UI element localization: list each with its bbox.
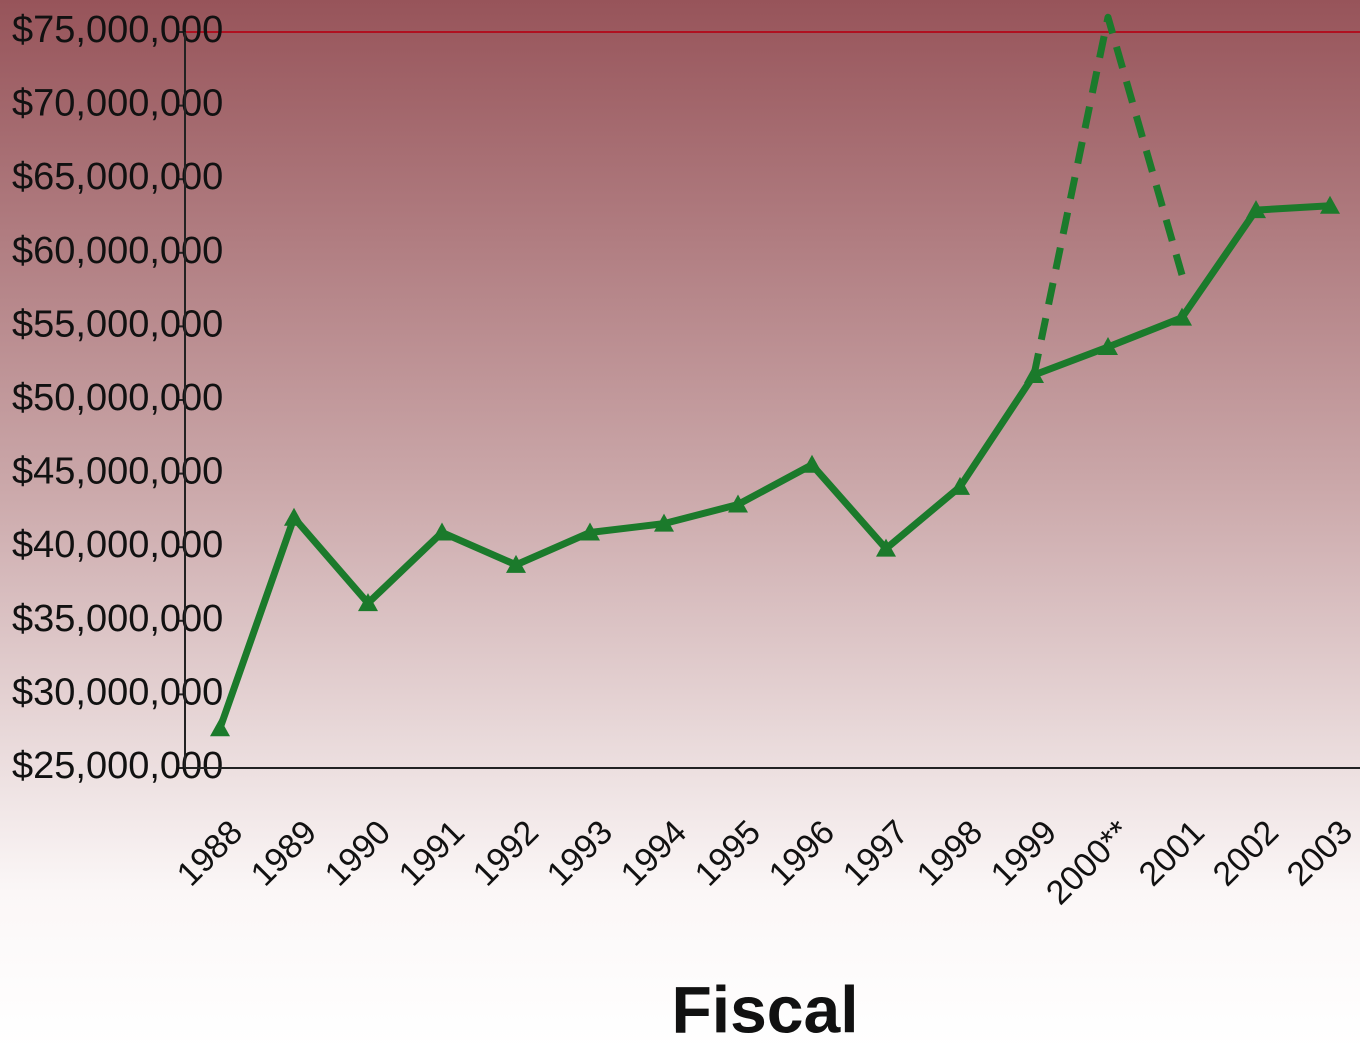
marker	[728, 494, 748, 513]
marker	[580, 522, 600, 541]
line-series	[1030, 13, 1186, 376]
y-tick-label: $55,000,000	[12, 303, 223, 345]
marker	[1098, 337, 1118, 356]
marker	[654, 513, 674, 532]
y-tick-label: $75,000,000	[12, 9, 223, 51]
marker	[210, 718, 230, 737]
marker	[506, 554, 526, 573]
marker	[1172, 307, 1192, 326]
y-tick-label: $50,000,000	[12, 377, 223, 419]
marker	[802, 454, 822, 473]
y-tick-label: $70,000,000	[12, 83, 223, 125]
y-tick-label: $45,000,000	[12, 451, 223, 493]
y-tick-label: $25,000,000	[12, 745, 223, 787]
marker	[950, 476, 970, 495]
marker	[284, 507, 304, 526]
marker	[876, 538, 896, 557]
y-tick-label: $35,000,000	[12, 598, 223, 640]
y-tick-label: $40,000,000	[12, 524, 223, 566]
x-axis-title: Fiscal	[671, 972, 858, 1046]
marker	[1246, 200, 1266, 219]
marker	[1320, 195, 1340, 214]
marker	[358, 593, 378, 612]
line-series	[216, 202, 1331, 730]
y-tick-label: $65,000,000	[12, 156, 223, 198]
marker	[432, 522, 452, 541]
y-tick-label: $30,000,000	[12, 671, 223, 713]
y-tick-label: $60,000,000	[12, 230, 223, 272]
